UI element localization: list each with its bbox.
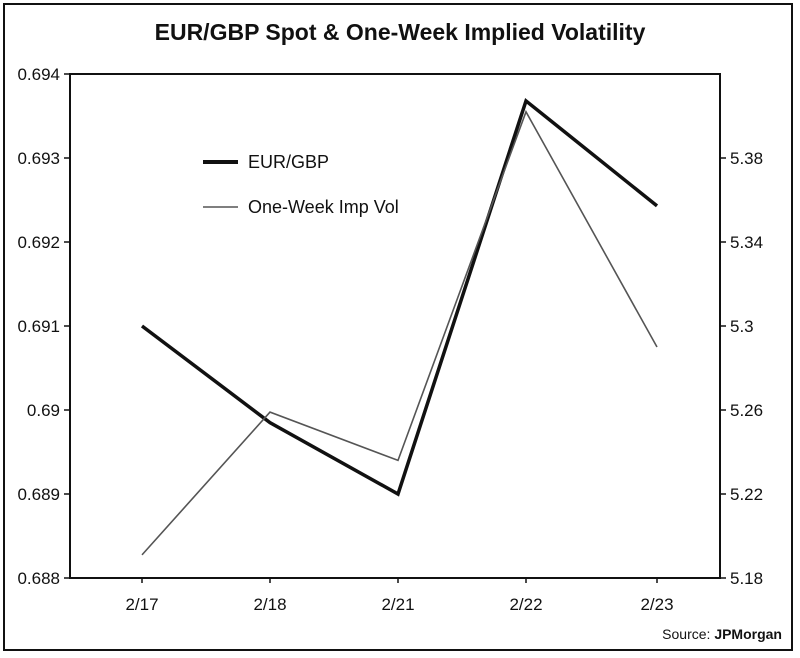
right-axis: 5.18 5.22 5.26 5.3 5.34 5.38 bbox=[720, 149, 763, 588]
chart-frame bbox=[3, 3, 793, 651]
x-axis: 2/17 2/18 2/21 2/22 2/23 bbox=[125, 578, 674, 614]
source-prefix: Source: bbox=[662, 626, 714, 642]
left-tick-label: 0.689 bbox=[17, 485, 60, 504]
left-tick-label: 0.694 bbox=[17, 65, 60, 84]
left-axis: 0.688 0.689 0.69 0.691 0.692 0.693 0.694 bbox=[17, 65, 70, 588]
right-tick-label: 5.22 bbox=[730, 485, 763, 504]
left-tick-label: 0.688 bbox=[17, 569, 60, 588]
right-tick-label: 5.34 bbox=[730, 233, 763, 252]
right-tick-label: 5.3 bbox=[730, 317, 754, 336]
x-tick-label: 2/21 bbox=[381, 595, 414, 614]
x-tick-label: 2/17 bbox=[125, 595, 158, 614]
series-layer bbox=[140, 97, 659, 556]
left-tick-label: 0.69 bbox=[27, 401, 60, 420]
source-note: Source: JPMorgan bbox=[662, 626, 782, 642]
left-tick-label: 0.693 bbox=[17, 149, 60, 168]
series-line-eurgbp bbox=[140, 97, 659, 497]
right-tick-label: 5.18 bbox=[730, 569, 763, 588]
legend-label-imp-vol: One-Week Imp Vol bbox=[248, 197, 399, 217]
right-tick-label: 5.38 bbox=[730, 149, 763, 168]
left-tick-label: 0.691 bbox=[17, 317, 60, 336]
x-tick-label: 2/18 bbox=[253, 595, 286, 614]
left-tick-label: 0.692 bbox=[17, 233, 60, 252]
source-name: JPMorgan bbox=[714, 626, 782, 642]
legend-label-eurgbp: EUR/GBP bbox=[248, 152, 329, 172]
chart-title: EUR/GBP Spot & One-Week Implied Volatili… bbox=[155, 19, 646, 45]
plot-area bbox=[69, 73, 721, 579]
legend: EUR/GBP One-Week Imp Vol bbox=[203, 152, 399, 217]
x-tick-label: 2/22 bbox=[509, 595, 542, 614]
right-tick-label: 5.26 bbox=[730, 401, 763, 420]
x-tick-label: 2/23 bbox=[640, 595, 673, 614]
